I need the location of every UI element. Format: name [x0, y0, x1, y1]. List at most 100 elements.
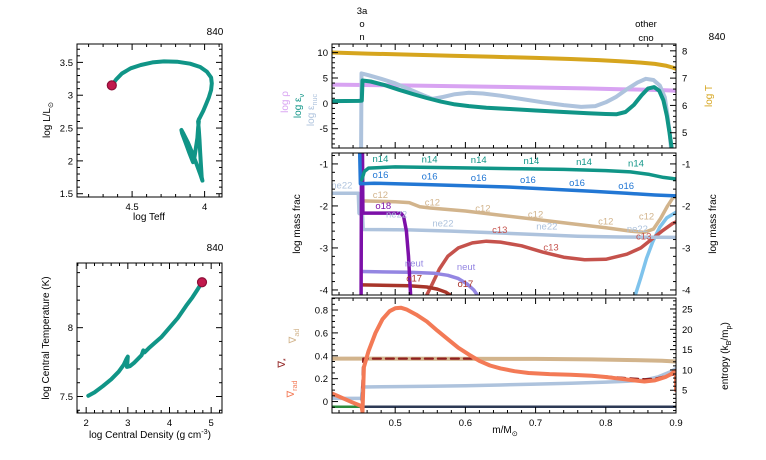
power-label-logT: log T [704, 85, 715, 107]
ticks-trho [77, 263, 222, 413]
series-hr-track [109, 59, 214, 183]
panel-gradients: 0.5 0.6 0.7 0.8 0.9 0 0.2 0.4 0.6 0.8 5 10 15 20 25 [315, 297, 693, 429]
y2-tick-label: 7 [682, 74, 687, 85]
x-tick-label: 0.8 [599, 418, 612, 429]
isotope-label-ne22: ne22 [536, 221, 557, 232]
isotope-label-n14: n14 [628, 158, 644, 169]
isotope-label-c12: c12 [598, 216, 613, 227]
y-tick-label: 0.8 [315, 306, 328, 317]
y-tick-label: 0.4 [315, 351, 328, 362]
y-tick-label: -1 [320, 159, 328, 170]
isotope-label-o16: o16 [471, 173, 487, 184]
y-tick-label: -3 [320, 243, 328, 254]
panel-frame [76, 43, 223, 198]
grad-star-label: ∇* [277, 358, 290, 369]
series-entropy [331, 366, 677, 401]
y2-tick-label: 25 [682, 304, 693, 315]
y-tick-label-right: -1 [682, 159, 690, 170]
power-label-logrho: log ρ [280, 91, 291, 113]
y-tick-label: 0 [323, 397, 328, 408]
isotope-label-c13: c13 [636, 232, 651, 243]
y-tick-label: 7.5 [60, 392, 73, 403]
x-tick-label: 0.9 [669, 418, 682, 429]
series-o17 [360, 283, 452, 296]
series-log-T [331, 50, 677, 71]
burn-label-o: o [359, 19, 364, 30]
isotope-label-o17: o17 [457, 279, 473, 290]
series-neut [360, 269, 480, 296]
model-number-hr: 840 [207, 27, 224, 38]
y-tick-label: -5 [320, 124, 328, 135]
isotope-label-c13: c13 [543, 242, 558, 253]
grad-ad-label: ∇ad [288, 329, 301, 345]
y2-tick-label: 8 [682, 46, 687, 57]
panel-frame [76, 262, 223, 414]
trho-y-title: log Central Temperature (K) [41, 276, 52, 399]
burn-label-cno: cno [638, 33, 653, 44]
ticks-power [332, 44, 677, 148]
current-model-marker [196, 277, 208, 288]
y-tick-label-right: -2 [682, 201, 690, 212]
isotope-label-c12: c12 [373, 190, 388, 201]
series-tc-rhoc-track [86, 280, 204, 398]
panel-frame [331, 152, 677, 296]
series-log-eps-nuc [359, 71, 674, 149]
profiles-x-title: m/M⊙ [492, 425, 517, 438]
burn-label-other: other [635, 19, 657, 30]
series-o16 [357, 152, 677, 198]
x-tick-label: 3 [125, 418, 130, 429]
x-tick-label: 0.7 [529, 418, 542, 429]
y-tick-label: 0.2 [315, 374, 328, 385]
isotope-label-c12: c12 [639, 211, 654, 222]
y-tick-label: 0.6 [315, 328, 328, 339]
isotope-label-ne22: ne22 [432, 219, 453, 230]
isotope-label-ne22: ne22 [386, 209, 407, 220]
y-tick-label: 5 [323, 73, 328, 84]
isotope-label-n14: n14 [576, 157, 592, 168]
y2-tick-label: 10 [682, 365, 693, 376]
y-tick-label: 2.5 [60, 124, 73, 135]
hr-x-title: log Teff [133, 212, 165, 223]
series-c12 [360, 194, 677, 235]
series-grad-ad [331, 356, 677, 364]
grad-rad-label: ∇rad [286, 380, 299, 398]
burn-label-3a: 3a [357, 6, 368, 17]
isotope-label-c12: c12 [475, 203, 490, 214]
abundance-y-title-right: log mass frac [708, 194, 719, 253]
y-tick-label: 8 [68, 323, 73, 334]
isotope-label-neut: neut [457, 262, 476, 273]
x-tick-label: 0.6 [459, 418, 472, 429]
burn-label-n: n [359, 32, 364, 43]
series-log-eps-nu [331, 78, 674, 149]
panel-power: -5 0 5 10 5 6 7 8 [317, 43, 687, 149]
y2-tick-label: 6 [682, 101, 687, 112]
y2-tick-label: 5 [682, 386, 687, 397]
power-label-epsnu: log εν [293, 94, 306, 119]
isotope-label-c12: c12 [528, 209, 543, 220]
y-tick-label-right: -4 [682, 285, 690, 296]
y2-tick-label: 5 [682, 128, 687, 139]
series-ne22 [331, 191, 677, 240]
isotope-label-c13: c13 [492, 225, 507, 236]
model-number-trho: 840 [207, 243, 224, 254]
isotope-label-n14: n14 [523, 156, 539, 167]
x-tick-label: 5 [209, 418, 214, 429]
current-model-marker [106, 80, 117, 91]
series-c13 [425, 220, 677, 296]
isotope-label-n14: n14 [373, 154, 389, 165]
y-tick-label-right: -3 [682, 243, 690, 254]
y-tick-label: 1.5 [60, 189, 73, 200]
series-n14 [360, 165, 677, 182]
isotope-label-neut: neut [405, 258, 424, 269]
y2-tick-label: 20 [682, 325, 693, 336]
y-tick-label: 0 [323, 99, 328, 110]
y-tick-label: -2 [320, 201, 328, 212]
ticks-gradients [332, 298, 677, 414]
x-tick-label: 2 [84, 418, 89, 429]
series-grad-rad [331, 305, 677, 414]
abundance-y-title-left: log mass frac [292, 194, 303, 253]
y-tick-label: -4 [320, 285, 328, 296]
isotope-label-o16: o16 [373, 170, 389, 181]
